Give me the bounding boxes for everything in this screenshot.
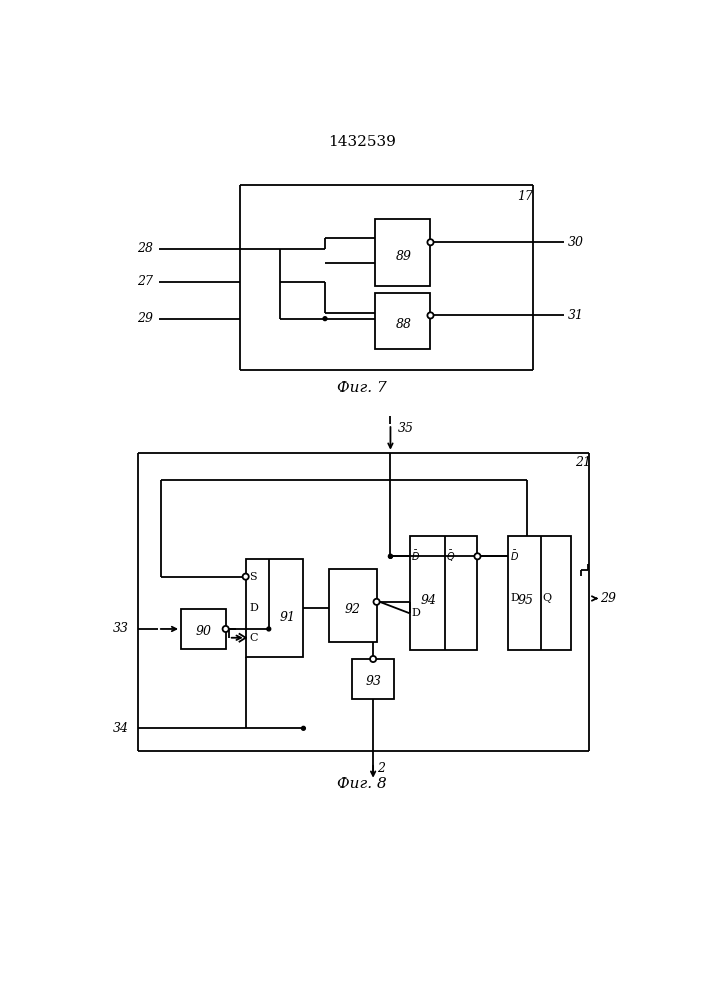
Text: 31: 31 [568,309,583,322]
Text: Фиг. 8: Фиг. 8 [337,777,387,791]
Circle shape [474,553,481,559]
Text: 91: 91 [279,611,296,624]
Text: 92: 92 [345,603,361,616]
Text: C: C [249,633,257,643]
Text: 1432539: 1432539 [328,135,396,149]
Text: 28: 28 [137,242,153,255]
Circle shape [428,239,433,245]
Text: 90: 90 [195,625,211,638]
Text: 29: 29 [137,312,153,325]
Bar [246,559,303,657]
Text: D: D [411,608,420,618]
Bar [352,659,395,699]
Circle shape [267,627,271,631]
Text: 34: 34 [112,722,129,735]
Circle shape [389,554,392,558]
Circle shape [370,656,376,662]
Circle shape [243,574,249,580]
Circle shape [301,726,305,730]
Text: 33: 33 [112,622,129,635]
Circle shape [373,599,380,605]
Bar [375,219,431,286]
Text: 95: 95 [518,594,534,607]
Circle shape [389,554,392,558]
Text: 94: 94 [421,594,437,607]
Text: 2: 2 [377,762,385,775]
Text: 93: 93 [365,675,381,688]
Circle shape [428,312,433,319]
Text: D: D [510,593,519,603]
Bar [409,536,477,650]
Text: 89: 89 [397,250,412,263]
Bar [181,609,226,649]
Circle shape [323,317,327,321]
Text: Q: Q [543,593,551,603]
Text: 29: 29 [600,592,616,605]
Bar [329,569,377,642]
Text: 30: 30 [568,236,583,249]
Text: S: S [250,572,257,582]
Text: 21: 21 [575,456,591,469]
Text: 17: 17 [518,190,534,204]
Text: 88: 88 [397,318,412,331]
Text: $\bar{D}$: $\bar{D}$ [411,549,421,563]
Circle shape [223,626,229,632]
Text: 35: 35 [398,422,414,434]
Text: D: D [249,603,258,613]
Bar [375,293,431,349]
Text: 27: 27 [137,275,153,288]
Text: $\bar{D}$: $\bar{D}$ [510,549,519,563]
Bar [508,536,571,650]
Text: Фиг. 7: Фиг. 7 [337,381,387,395]
Text: $\bar{Q}$: $\bar{Q}$ [446,549,456,564]
